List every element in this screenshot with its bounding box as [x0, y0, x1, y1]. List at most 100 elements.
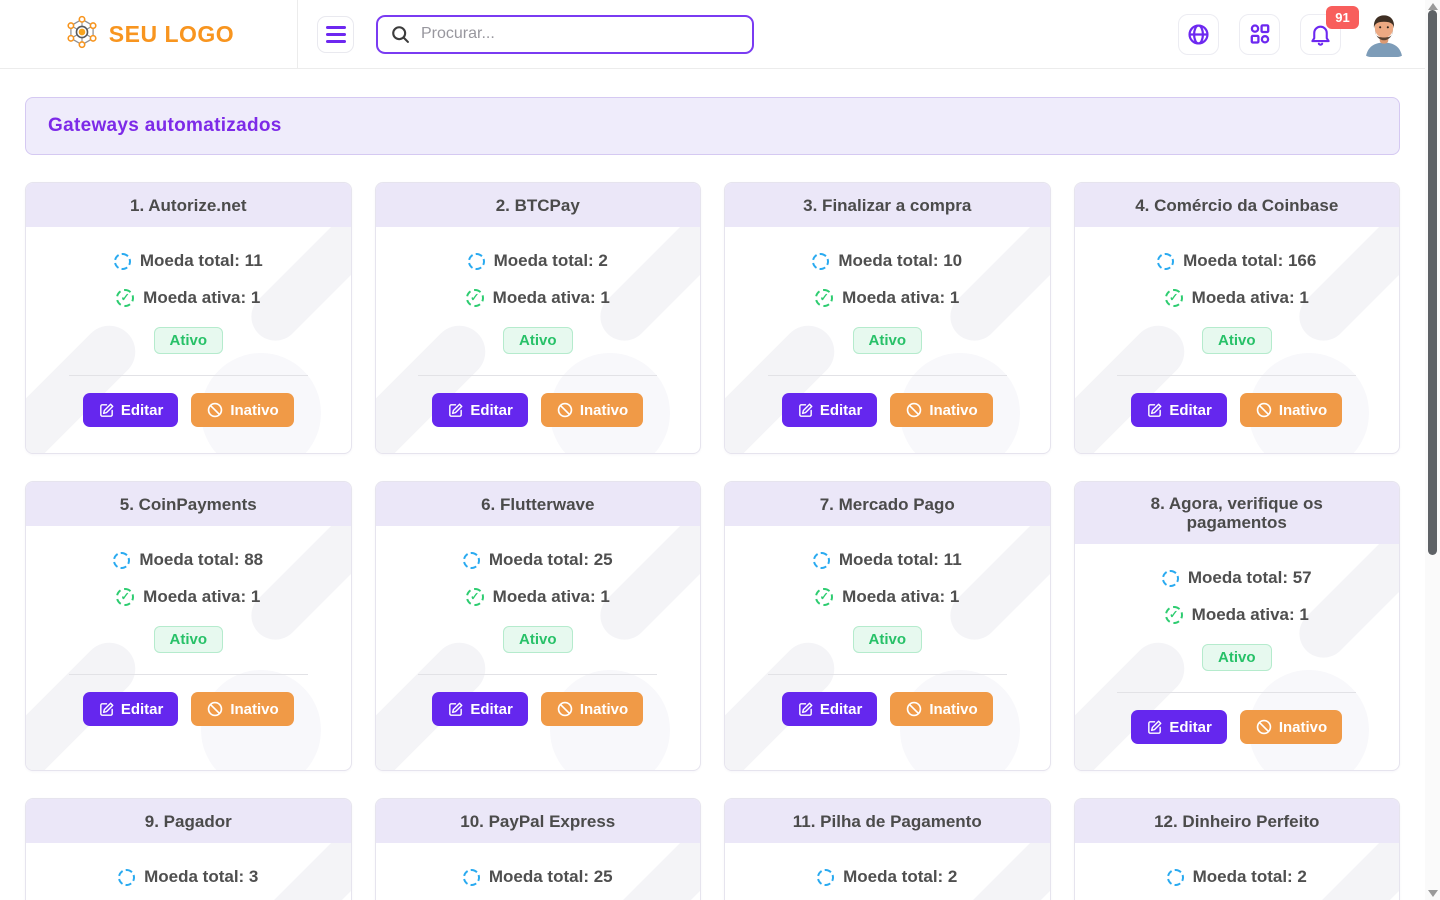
search-icon: [390, 24, 411, 45]
total-currency-text: Moeda total: 88: [139, 550, 264, 569]
ban-icon: [1255, 718, 1273, 736]
inactive-button-label: Inativo: [1278, 718, 1328, 736]
edit-button[interactable]: Editar: [781, 393, 878, 427]
ban-icon: [556, 700, 574, 718]
logo[interactable]: SEU LOGO: [0, 0, 298, 68]
gateway-card: 4. Comércio da Coinbase Moeda total: 166…: [1073, 182, 1400, 454]
logo-text: SEU LOGO: [108, 20, 235, 47]
edit-button[interactable]: Editar: [781, 692, 878, 726]
total-currency-text: Moeda total: 57: [1187, 568, 1312, 587]
edit-pencil-icon: [797, 402, 814, 419]
inactive-button[interactable]: Inativo: [890, 692, 993, 726]
total-currency-text: Moeda total: 10: [838, 251, 963, 270]
decorative-shape: [1074, 631, 1195, 770]
notifications-button[interactable]: 91: [1300, 5, 1359, 55]
inactive-button[interactable]: Inativo: [1239, 393, 1343, 427]
edit-button[interactable]: Editar: [82, 692, 179, 726]
edit-button-label: Editar: [819, 700, 863, 718]
status-badge: Ativo: [852, 626, 922, 653]
status-badge: Ativo: [503, 626, 573, 653]
gateway-card-title: 9. Pagador: [26, 799, 351, 843]
edit-button-label: Editar: [470, 401, 513, 419]
gateway-card: 9. Pagador Moeda total: 3 ✓ Moeda ativa:…: [25, 798, 352, 900]
edit-button[interactable]: Editar: [432, 393, 528, 427]
gateway-card-title: 12. Dinheiro Perfeito: [1074, 799, 1399, 843]
edit-button[interactable]: Editar: [1131, 710, 1227, 744]
scrollbar-down-arrow[interactable]: [1428, 890, 1438, 897]
gateway-card: 1. Autorize.net Moeda total: 11 ✓ Moeda …: [25, 182, 352, 454]
coin-total-icon: [1166, 868, 1184, 886]
edit-pencil-icon: [447, 701, 464, 718]
decorative-shape: [26, 314, 147, 453]
coin-total-icon: [467, 252, 485, 270]
edit-pencil-icon: [98, 701, 115, 718]
active-check-icon: ✓: [116, 289, 135, 307]
active-check-icon: ✓: [465, 289, 484, 307]
ban-icon: [1255, 401, 1273, 419]
inactive-button[interactable]: Inativo: [191, 692, 294, 726]
gateway-card-title: 3. Finalizar a compra: [725, 183, 1050, 227]
active-currency-text: Moeda ativa: 1: [842, 587, 960, 606]
inactive-button[interactable]: Inativo: [540, 393, 644, 427]
gateway-card-title: 7. Mercado Pago: [725, 482, 1050, 526]
inactive-button[interactable]: Inativo: [890, 393, 993, 427]
coin-total-icon: [812, 252, 830, 270]
active-currency-text: Moeda ativa: 1: [492, 587, 610, 606]
edit-pencil-icon: [98, 402, 115, 419]
search-input[interactable]: [421, 25, 740, 43]
inactive-button[interactable]: Inativo: [191, 393, 294, 427]
page-scrollbar[interactable]: [1425, 0, 1440, 900]
edit-button-label: Editar: [1169, 718, 1212, 736]
coin-total-icon: [1157, 252, 1175, 270]
apps-button[interactable]: [1239, 13, 1280, 55]
coin-total-icon: [462, 551, 480, 569]
ban-icon: [905, 401, 923, 419]
total-currency-text: Moeda total: 25: [488, 867, 613, 886]
inactive-button[interactable]: Inativo: [1239, 710, 1343, 744]
active-check-icon: ✓: [815, 588, 834, 606]
total-currency-text: Moeda total: 11: [838, 550, 962, 569]
edit-button[interactable]: Editar: [1131, 393, 1227, 427]
inactive-button[interactable]: Inativo: [540, 692, 644, 726]
gateway-card: 2. BTCPay Moeda total: 2 ✓ Moeda ativa: …: [374, 182, 701, 454]
user-avatar[interactable]: [1361, 11, 1407, 57]
edit-button[interactable]: Editar: [82, 393, 179, 427]
scrollbar-up-arrow[interactable]: [1428, 3, 1438, 10]
gateway-card: 8. Agora, verifique os pagamentos Moeda …: [1073, 481, 1400, 771]
gateway-card-title: 4. Comércio da Coinbase: [1074, 183, 1399, 227]
decorative-shape: [725, 314, 846, 453]
ban-icon: [556, 401, 574, 419]
coin-total-icon: [462, 868, 480, 886]
divider: [1117, 692, 1357, 693]
active-currency-text: Moeda ativa: 1: [492, 288, 610, 307]
inactive-button-label: Inativo: [579, 700, 629, 718]
coin-total-icon: [113, 551, 131, 569]
scrollbar-thumb[interactable]: [1428, 10, 1437, 555]
inactive-button-label: Inativo: [929, 401, 978, 419]
status-badge: Ativo: [1202, 327, 1272, 354]
total-currency-text: Moeda total: 2: [843, 867, 958, 886]
divider: [418, 375, 658, 376]
menu-toggle-button[interactable]: [317, 15, 354, 53]
search-bar[interactable]: [376, 14, 754, 54]
active-currency-text: Moeda ativa: 1: [1191, 288, 1309, 307]
decorative-shape: [375, 314, 496, 453]
divider: [767, 375, 1007, 376]
total-currency-text: Moeda total: 25: [488, 550, 613, 569]
active-check-icon: ✓: [465, 588, 484, 606]
inactive-button-label: Inativo: [929, 700, 978, 718]
coin-total-icon: [817, 868, 835, 886]
total-currency-text: Moeda total: 3: [144, 867, 259, 886]
notification-count-badge: 91: [1326, 5, 1359, 29]
language-button[interactable]: [1178, 13, 1219, 55]
divider: [418, 674, 658, 675]
active-check-icon: ✓: [815, 289, 834, 307]
active-check-icon: ✓: [1164, 606, 1183, 624]
active-currency-text: Moeda ativa: 1: [1191, 605, 1309, 624]
edit-pencil-icon: [797, 701, 814, 718]
status-badge: Ativo: [153, 626, 223, 653]
edit-button[interactable]: Editar: [432, 692, 528, 726]
gateways-grid: 1. Autorize.net Moeda total: 11 ✓ Moeda …: [0, 155, 1425, 900]
active-check-icon: ✓: [116, 588, 135, 606]
